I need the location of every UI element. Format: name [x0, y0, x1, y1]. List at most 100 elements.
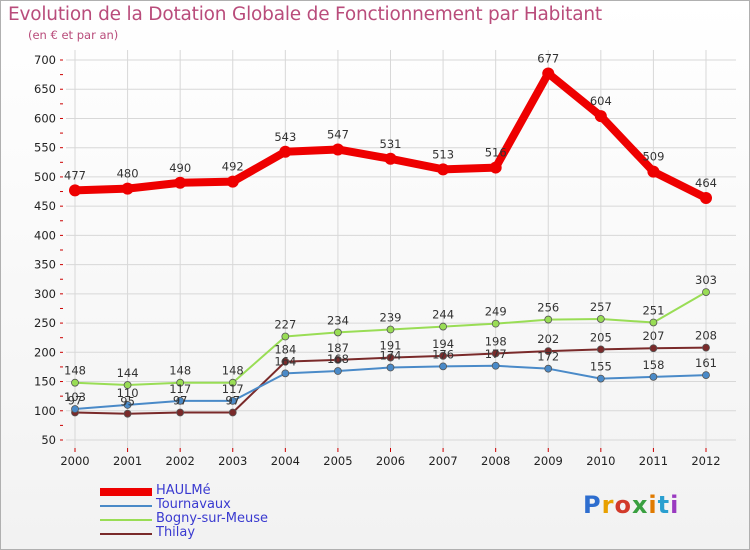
- data-point: [384, 152, 397, 165]
- data-point: [491, 361, 500, 370]
- data-point: [702, 288, 710, 296]
- y-tick-label: 550: [34, 141, 56, 155]
- data-point: [123, 401, 132, 409]
- data-label: 208: [695, 329, 717, 343]
- y-tick-label: 700: [34, 53, 56, 67]
- data-point: [176, 408, 185, 417]
- legend-label: Tournavaux: [156, 497, 231, 512]
- x-tick-label: 2009: [534, 454, 563, 468]
- data-label: 168: [327, 352, 349, 366]
- data-point: [437, 163, 450, 176]
- data-point: [700, 191, 712, 204]
- legend-label: HAULMé: [156, 483, 211, 498]
- data-point: [174, 176, 187, 189]
- logo-letter: i: [648, 491, 658, 519]
- data-point: [334, 328, 342, 337]
- logo-letter: i: [670, 491, 680, 519]
- y-tick-label: 250: [34, 316, 56, 330]
- data-label: 464: [695, 176, 717, 190]
- data-point: [596, 374, 605, 383]
- data-point: [439, 362, 447, 371]
- chart-subtitle: (en € et par an): [28, 28, 119, 42]
- data-point: [228, 378, 237, 387]
- legend-swatch: [100, 519, 152, 521]
- data-point: [71, 378, 79, 387]
- data-point: [71, 405, 79, 413]
- data-label: 164: [274, 354, 296, 368]
- x-tick-label: 2006: [376, 454, 405, 468]
- data-label: 244: [432, 308, 454, 322]
- data-point: [334, 367, 342, 375]
- data-point: [123, 409, 132, 418]
- data-point: [228, 408, 237, 417]
- data-point: [281, 357, 290, 366]
- series-layer: [69, 67, 712, 418]
- data-point: [121, 182, 134, 195]
- y-tick-label: 600: [34, 111, 56, 125]
- data-point: [491, 349, 500, 358]
- data-label: 103: [64, 390, 86, 404]
- data-label: 174: [380, 349, 402, 363]
- data-label: 177: [485, 347, 507, 361]
- y-tick-label: 200: [34, 345, 56, 359]
- data-label: 509: [642, 150, 664, 164]
- data-point: [281, 369, 290, 378]
- data-point: [331, 143, 344, 156]
- logo-letter: t: [657, 491, 671, 519]
- data-label: 148: [64, 364, 86, 378]
- y-tick-label: 450: [34, 199, 56, 213]
- data-label: 205: [590, 330, 612, 344]
- data-point: [544, 347, 553, 356]
- data-label: 477: [64, 168, 86, 182]
- data-label: 97: [225, 394, 240, 408]
- data-label: 144: [117, 366, 139, 380]
- data-point: [176, 396, 185, 405]
- y-tick-label: 300: [34, 287, 56, 301]
- data-label: 543: [274, 130, 296, 144]
- data-point: [228, 396, 237, 405]
- x-tick-label: 2008: [481, 454, 510, 468]
- data-point: [647, 165, 660, 178]
- data-label: 172: [537, 350, 559, 364]
- data-point: [649, 318, 658, 327]
- data-label: 194: [432, 337, 454, 351]
- data-label: 184: [274, 343, 296, 357]
- data-point: [544, 364, 553, 373]
- y-tick-label: 50: [41, 433, 56, 447]
- chart-title: Evolution de la Dotation Globale de Fonc…: [8, 4, 602, 25]
- x-tick-label: 2010: [586, 454, 615, 468]
- data-label: 531: [380, 137, 402, 151]
- y-tick-label: 650: [34, 82, 56, 96]
- data-label: 677: [537, 51, 559, 65]
- x-tick-label: 2004: [271, 454, 300, 468]
- data-label: 257: [590, 300, 612, 314]
- data-point: [702, 343, 710, 352]
- data-label: 249: [485, 305, 507, 319]
- x-tick-label: 2000: [60, 454, 89, 468]
- x-tick-label: 2007: [428, 454, 457, 468]
- data-label: 547: [327, 127, 349, 141]
- data-point: [226, 175, 239, 188]
- data-point: [69, 184, 81, 197]
- data-label: 513: [432, 147, 454, 161]
- data-label: 492: [222, 160, 244, 174]
- data-point: [281, 332, 290, 341]
- data-label: 148: [169, 364, 191, 378]
- data-point: [544, 315, 553, 324]
- logo-letter: o: [614, 491, 632, 519]
- data-labels: 97 95 97 97 184 187 191 194 198 202 205 207 208 103 11…: [64, 51, 717, 408]
- data-label: 234: [327, 313, 349, 327]
- data-point: [386, 325, 395, 334]
- data-label: 480: [117, 167, 139, 181]
- y-tick-label: 100: [34, 404, 56, 418]
- legend-swatch: [100, 505, 152, 507]
- logo-letter: P: [583, 491, 602, 519]
- data-point: [439, 351, 447, 360]
- logo-letter: x: [631, 491, 649, 519]
- data-label: 187: [327, 341, 349, 355]
- data-label: 161: [695, 356, 717, 370]
- data-point: [594, 110, 607, 123]
- y-tick-label: 350: [34, 258, 56, 272]
- data-label: 110: [117, 386, 139, 400]
